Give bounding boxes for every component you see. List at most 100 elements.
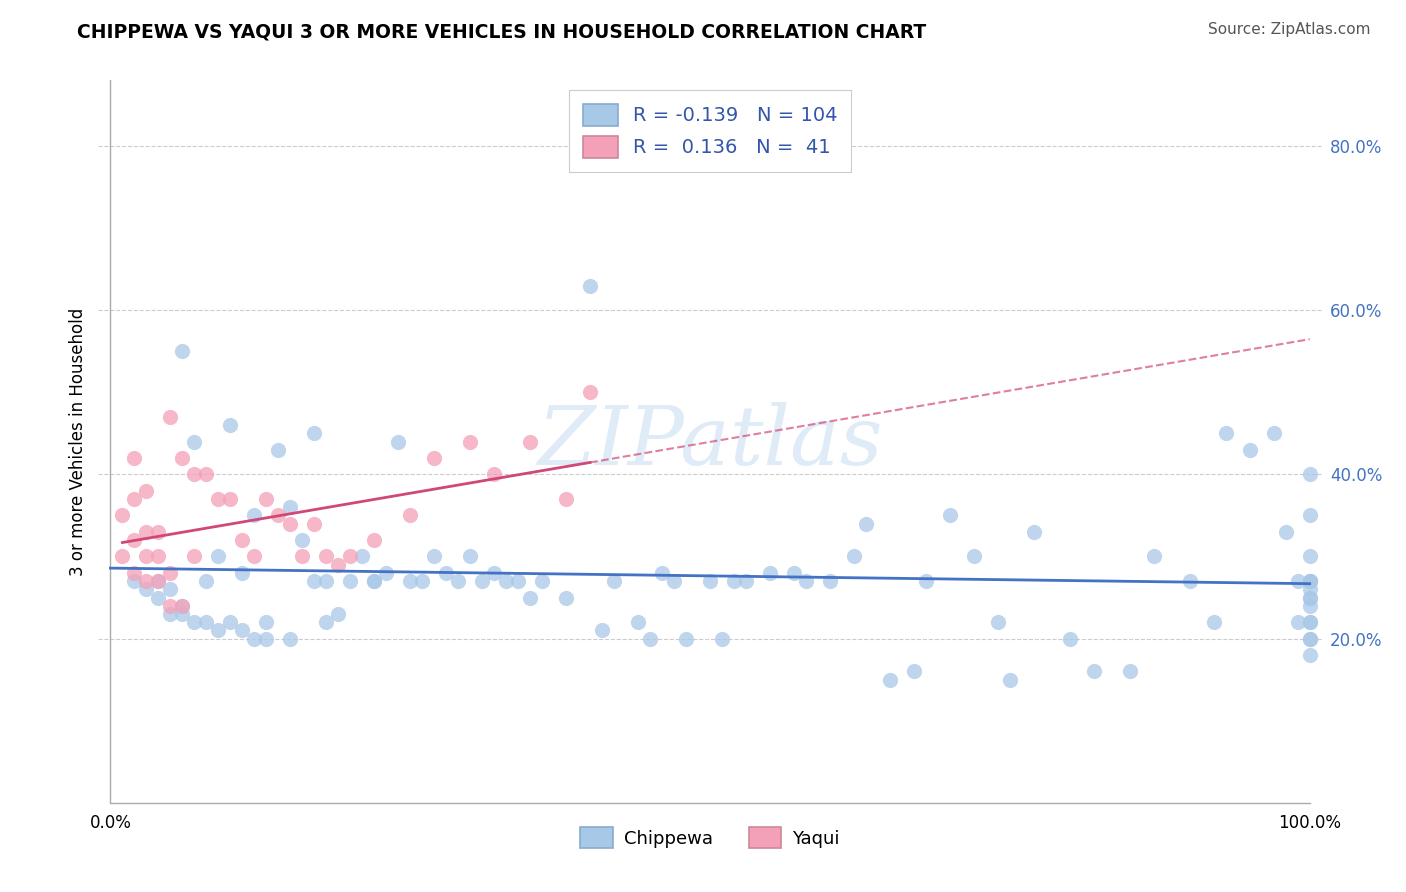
Point [1298, 615, 1320, 630]
Point [1178, 574, 1201, 588]
Point [183, 549, 205, 564]
Point [1274, 524, 1296, 539]
Point [172, 599, 194, 613]
Point [1298, 599, 1320, 613]
Point [482, 566, 505, 580]
Point [159, 582, 181, 597]
Point [1143, 549, 1166, 564]
Point [1298, 648, 1320, 662]
Point [519, 434, 541, 449]
Point [482, 467, 505, 482]
Point [195, 615, 218, 630]
Point [651, 566, 673, 580]
Point [1119, 665, 1142, 679]
Y-axis label: 3 or more Vehicles in Household: 3 or more Vehicles in Household [69, 308, 87, 575]
Point [759, 566, 782, 580]
Point [458, 549, 481, 564]
Point [711, 632, 734, 646]
Point [219, 491, 242, 506]
Point [363, 574, 385, 588]
Point [159, 409, 181, 424]
Point [135, 524, 157, 539]
Point [987, 615, 1010, 630]
Point [315, 615, 337, 630]
Point [447, 574, 470, 588]
Point [148, 591, 170, 605]
Point [842, 549, 865, 564]
Point [1298, 632, 1320, 646]
Point [1298, 574, 1320, 588]
Point [291, 549, 314, 564]
Point [699, 574, 721, 588]
Point [172, 450, 194, 465]
Point [111, 549, 134, 564]
Point [508, 574, 530, 588]
Point [315, 574, 337, 588]
Point [434, 566, 457, 580]
Point [135, 483, 157, 498]
Point [1298, 549, 1320, 564]
Point [363, 574, 385, 588]
Point [291, 533, 314, 547]
Point [231, 624, 253, 638]
Point [339, 574, 361, 588]
Point [254, 632, 277, 646]
Point [1239, 442, 1261, 457]
Point [254, 491, 277, 506]
Point [148, 524, 170, 539]
Point [1286, 574, 1309, 588]
Point [267, 442, 290, 457]
Point [328, 558, 350, 572]
Point [387, 434, 409, 449]
Point [219, 418, 242, 433]
Point [399, 574, 422, 588]
Point [315, 549, 337, 564]
Point [111, 508, 134, 523]
Point [243, 508, 266, 523]
Point [375, 566, 398, 580]
Point [243, 632, 266, 646]
Point [723, 574, 745, 588]
Point [879, 673, 901, 687]
Point [1298, 582, 1320, 597]
Point [603, 574, 626, 588]
Point [411, 574, 433, 588]
Point [231, 533, 253, 547]
Point [172, 599, 194, 613]
Point [1059, 632, 1081, 646]
Point [254, 615, 277, 630]
Point [1022, 524, 1045, 539]
Point [124, 566, 146, 580]
Point [423, 549, 446, 564]
Point [304, 426, 326, 441]
Point [783, 566, 806, 580]
Point [519, 591, 541, 605]
Point [183, 467, 205, 482]
Point [458, 434, 481, 449]
Point [963, 549, 986, 564]
Point [278, 516, 301, 531]
Legend: Chippewa, Yaqui: Chippewa, Yaqui [574, 820, 846, 855]
Point [135, 574, 157, 588]
Point [1298, 574, 1320, 588]
Point [124, 574, 146, 588]
Point [195, 467, 218, 482]
Point [304, 516, 326, 531]
Point [352, 549, 374, 564]
Point [124, 491, 146, 506]
Point [1215, 426, 1237, 441]
Point [135, 582, 157, 597]
Point [267, 508, 290, 523]
Point [1298, 591, 1320, 605]
Point [662, 574, 685, 588]
Point [207, 624, 229, 638]
Point [195, 574, 218, 588]
Point [555, 591, 578, 605]
Point [183, 434, 205, 449]
Point [675, 632, 697, 646]
Point [939, 508, 962, 523]
Point [579, 385, 602, 400]
Point [148, 574, 170, 588]
Point [148, 574, 170, 588]
Point [207, 491, 229, 506]
